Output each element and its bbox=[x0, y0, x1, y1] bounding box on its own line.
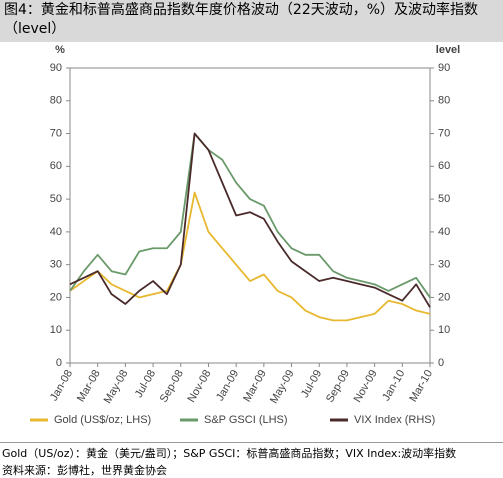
note: Gold（US/oz）：黄金（美元/盎司）；S&P GSCI：标普高盛商品指数；… bbox=[2, 447, 457, 460]
y-tick-label: 40 bbox=[50, 226, 62, 238]
y-tick-label: 90 bbox=[50, 62, 62, 74]
y-axis-label: % bbox=[55, 44, 65, 56]
note: 资料来源：彭博社，世界黄金协会 bbox=[2, 464, 167, 477]
x-tick-label: Jul-08 bbox=[133, 368, 158, 400]
y-tick-label: 60 bbox=[50, 160, 62, 172]
y2-tick-label: 60 bbox=[438, 160, 450, 172]
series-line bbox=[69, 132, 431, 298]
y-tick-label: 80 bbox=[50, 95, 62, 107]
y2-tick-label: 70 bbox=[438, 127, 450, 139]
y-tick-label: 0 bbox=[56, 357, 62, 369]
x-tick-label: Sep-08 bbox=[158, 368, 186, 405]
x-tick-label: Sep-09 bbox=[324, 368, 352, 405]
y2-tick-label: 20 bbox=[438, 291, 450, 303]
divider bbox=[0, 442, 503, 443]
plot-frame bbox=[69, 67, 431, 364]
y-tick-label: 50 bbox=[50, 193, 62, 205]
legend-label: Gold (US$/oz; LHS) bbox=[54, 414, 151, 426]
y-tick-label: 20 bbox=[50, 291, 62, 303]
x-tick-label: May-09 bbox=[268, 368, 297, 406]
x-tick-label: Jul-09 bbox=[299, 368, 324, 400]
y2-tick-label: 30 bbox=[438, 259, 450, 271]
legend-label: S&P GSCI (LHS) bbox=[204, 414, 288, 426]
y-tick-label: 70 bbox=[50, 127, 62, 139]
y2-tick-label: 40 bbox=[438, 226, 450, 238]
y2-tick-label: 90 bbox=[438, 62, 450, 74]
y2-tick-label: 80 bbox=[438, 95, 450, 107]
legend-label: VIX Index (RHS) bbox=[354, 414, 435, 426]
x-tick-label: Mar-09 bbox=[241, 368, 269, 404]
x-tick-label: Nov-09 bbox=[352, 368, 380, 405]
x-tick-label: Jan-08 bbox=[48, 368, 75, 403]
y-tick-label: 10 bbox=[50, 324, 62, 336]
chart-title: 图4：黄金和标普高盛商品指数年度价格波动（22天波动，%）及波动率指数（leve… bbox=[0, 0, 503, 42]
y2-tick-label: 50 bbox=[438, 193, 450, 205]
x-tick-label: Jan-09 bbox=[214, 368, 241, 403]
x-tick-label: Nov-08 bbox=[185, 368, 213, 405]
y-tick-label: 30 bbox=[50, 259, 62, 271]
series-line bbox=[69, 132, 431, 308]
chart: % level 0 10 20 30 40 50 60 70 80 90 0 10 20 30 40 50 60… bbox=[30, 44, 460, 426]
series-line bbox=[69, 191, 431, 322]
x-tick-label: Mar-08 bbox=[75, 368, 103, 404]
x-tick-label: May-08 bbox=[102, 368, 131, 406]
y2-tick-label: 10 bbox=[438, 324, 450, 336]
x-tick-label: Jan-10 bbox=[380, 368, 407, 403]
x-tick-label: Mar-10 bbox=[407, 368, 435, 404]
y2-axis-label: level bbox=[436, 44, 460, 56]
y2-tick-label: 0 bbox=[438, 357, 444, 369]
